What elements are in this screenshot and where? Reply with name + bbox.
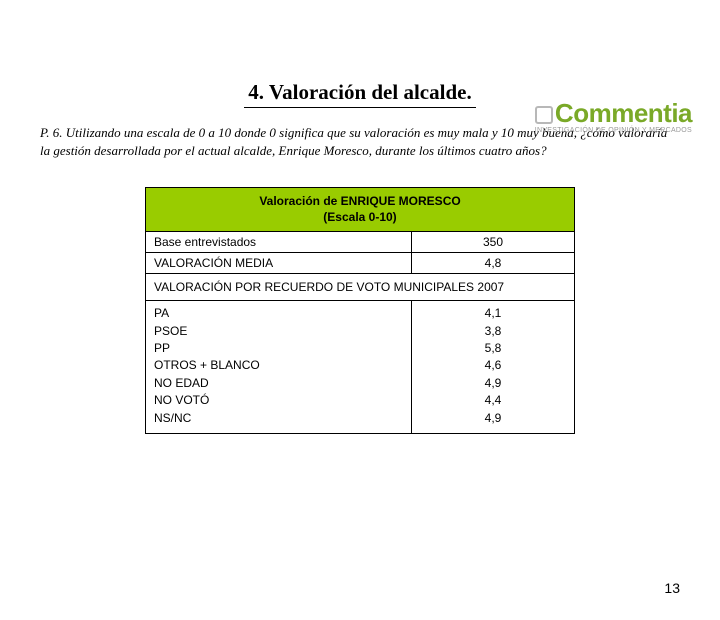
table-row: VALORACIÓN MEDIA 4,8 — [146, 253, 575, 274]
table-header: Valoración de ENRIQUE MORESCO (Escala 0-… — [146, 188, 575, 232]
table-row: VALORACIÓN POR RECUERDO DE VOTO MUNICIPA… — [146, 274, 575, 301]
section-label: VALORACIÓN POR RECUERDO DE VOTO MUNICIPA… — [146, 274, 575, 301]
logo-subtitle: INVESTIGACIÓN DE OPINIÓN Y MERCADOS — [535, 127, 692, 134]
mean-value: 4,8 — [411, 253, 574, 274]
party-values: 4,13,85,84,64,94,44,9 — [411, 301, 574, 434]
base-value: 350 — [411, 232, 574, 253]
logo-main: Commentia — [535, 98, 692, 129]
base-label: Base entrevistados — [146, 232, 412, 253]
table-row: Base entrevistados 350 — [146, 232, 575, 253]
table-row: PAPSOEPPOTROS + BLANCONO EDADNO VOTÓNS/N… — [146, 301, 575, 434]
table-header-line2: (Escala 0-10) — [323, 210, 396, 224]
logo-icon — [535, 106, 553, 124]
logo: Commentia INVESTIGACIÓN DE OPINIÓN Y MER… — [535, 98, 692, 134]
party-labels: PAPSOEPPOTROS + BLANCONO EDADNO VOTÓNS/N… — [146, 301, 412, 434]
mean-label: VALORACIÓN MEDIA — [146, 253, 412, 274]
section-title: 4. Valoración del alcalde. — [244, 80, 475, 108]
page-number: 13 — [664, 580, 680, 596]
valuation-table: Valoración de ENRIQUE MORESCO (Escala 0-… — [145, 187, 575, 434]
table-header-line1: Valoración de ENRIQUE MORESCO — [259, 194, 460, 208]
logo-text: Commentia — [555, 98, 692, 128]
